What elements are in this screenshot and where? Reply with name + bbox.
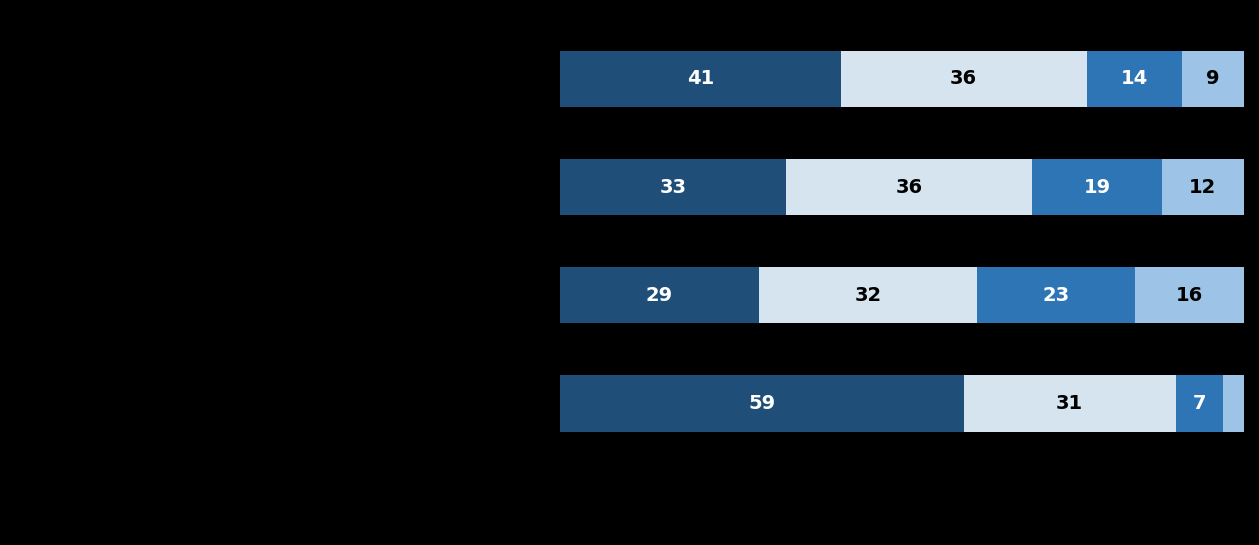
Bar xyxy=(1224,376,1244,432)
Text: 9: 9 xyxy=(1206,69,1220,88)
Bar xyxy=(560,159,786,215)
Bar xyxy=(560,51,841,107)
Text: 29: 29 xyxy=(646,286,674,305)
Text: 23: 23 xyxy=(1042,286,1069,305)
Bar xyxy=(977,267,1134,324)
Bar xyxy=(963,376,1176,432)
Bar xyxy=(1176,376,1224,432)
Text: 31: 31 xyxy=(1056,394,1083,413)
Bar xyxy=(1162,159,1244,215)
Text: 33: 33 xyxy=(660,178,686,197)
Text: 32: 32 xyxy=(855,286,881,305)
Text: 14: 14 xyxy=(1121,69,1148,88)
Bar xyxy=(1182,51,1244,107)
Text: 19: 19 xyxy=(1083,178,1110,197)
Text: 16: 16 xyxy=(1176,286,1202,305)
Bar xyxy=(560,376,963,432)
Bar xyxy=(758,267,977,324)
Bar xyxy=(841,51,1087,107)
Text: 36: 36 xyxy=(895,178,923,197)
Text: 36: 36 xyxy=(951,69,977,88)
Text: 7: 7 xyxy=(1192,394,1206,413)
Bar xyxy=(1134,267,1244,324)
Text: 12: 12 xyxy=(1190,178,1216,197)
Text: 41: 41 xyxy=(686,69,714,88)
Bar xyxy=(1032,159,1162,215)
Bar xyxy=(786,159,1032,215)
Bar xyxy=(560,267,758,324)
Text: 59: 59 xyxy=(748,394,776,413)
Bar xyxy=(1087,51,1182,107)
